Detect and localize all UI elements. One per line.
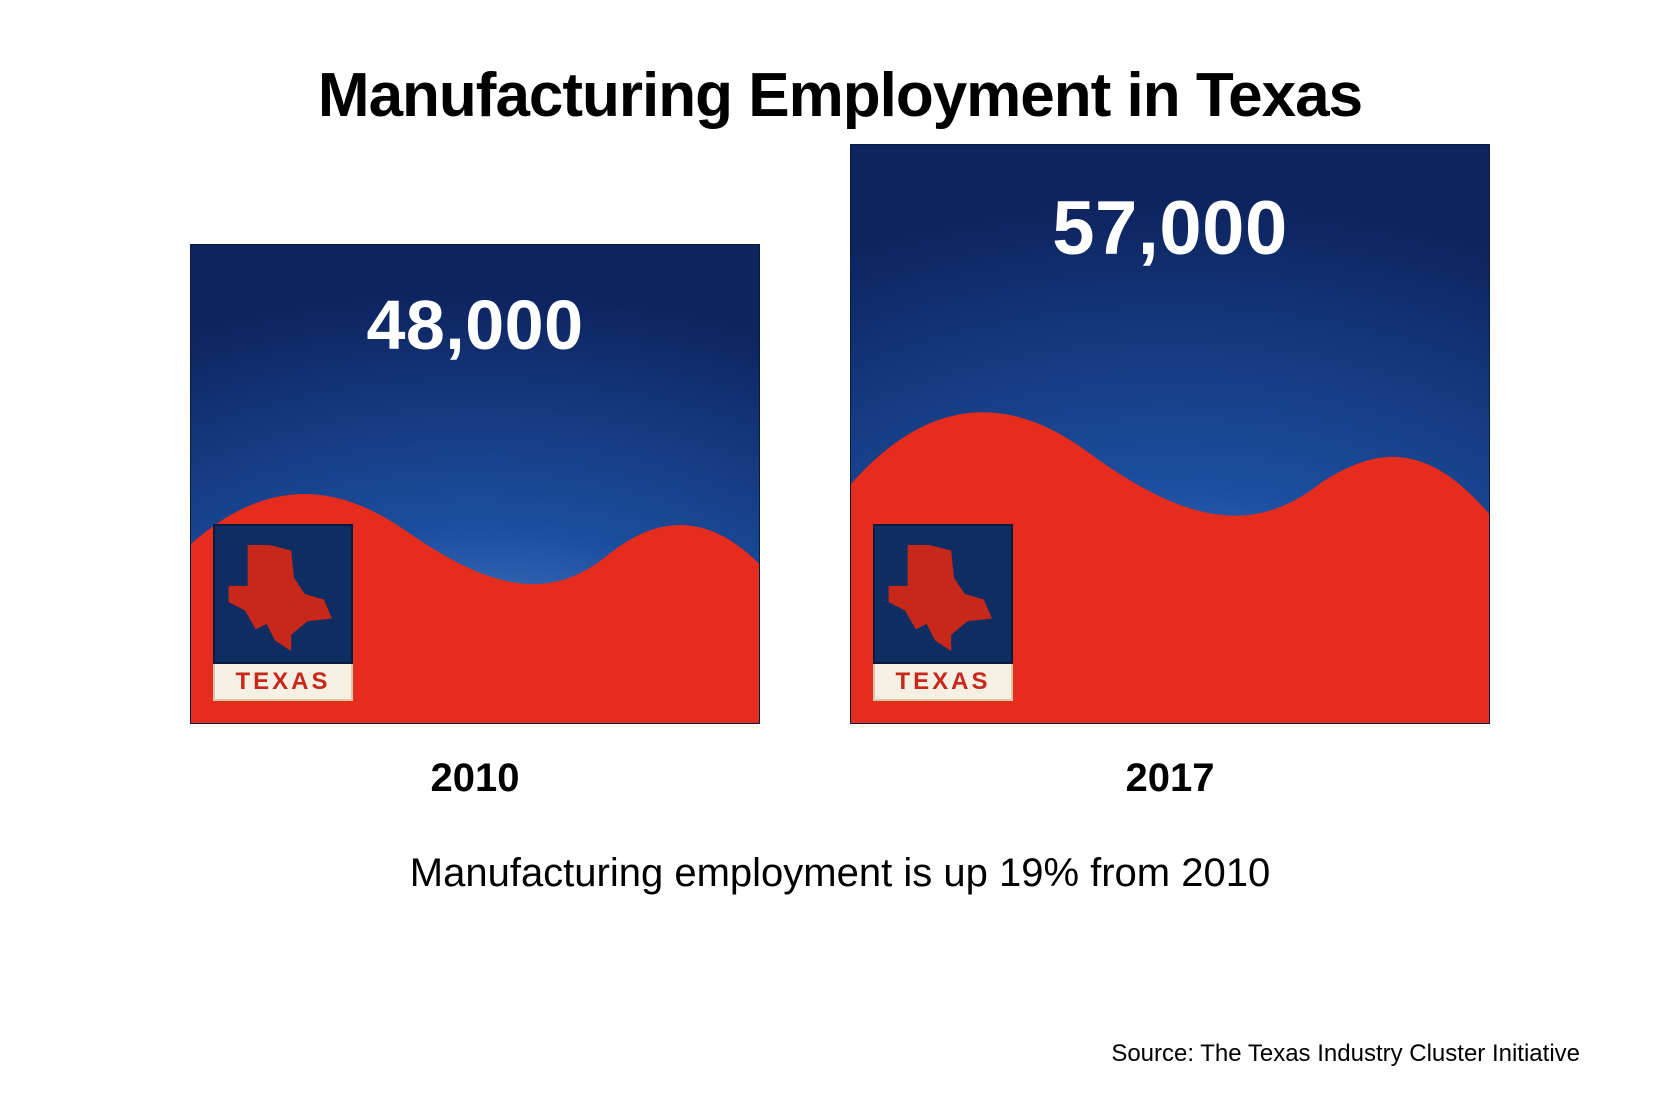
- panels-row: 48,000 TEXAS 2010 57,000: [100, 181, 1580, 801]
- panel-card-2010: 48,000 TEXAS: [190, 244, 760, 724]
- subtitle-text: Manufacturing employment is up 19% from …: [100, 851, 1580, 896]
- panel-2010: 48,000 TEXAS 2010: [190, 244, 760, 801]
- texas-badge-flag: [873, 524, 1013, 664]
- source-text: Source: The Texas Industry Cluster Initi…: [1111, 1040, 1580, 1068]
- panel-value-2017: 57,000: [851, 185, 1489, 272]
- panel-value-2010: 48,000: [191, 285, 759, 365]
- texas-shape-icon: [875, 526, 1011, 662]
- texas-badge-flag: [213, 524, 353, 664]
- texas-shape-icon: [215, 526, 351, 662]
- year-label-2010: 2010: [431, 756, 520, 801]
- page-title: Manufacturing Employment in Texas: [100, 60, 1580, 131]
- year-label-2017: 2017: [1126, 756, 1215, 801]
- panel-card-2017: 57,000 TEXAS: [850, 144, 1490, 724]
- texas-badge-label: TEXAS: [873, 664, 1013, 701]
- infographic-container: Manufacturing Employment in Texas 48,000…: [0, 0, 1680, 1100]
- texas-badge: TEXAS: [873, 524, 1013, 701]
- texas-badge-label: TEXAS: [213, 664, 353, 701]
- panel-2017: 57,000 TEXAS 2017: [850, 144, 1490, 801]
- texas-badge: TEXAS: [213, 524, 353, 701]
